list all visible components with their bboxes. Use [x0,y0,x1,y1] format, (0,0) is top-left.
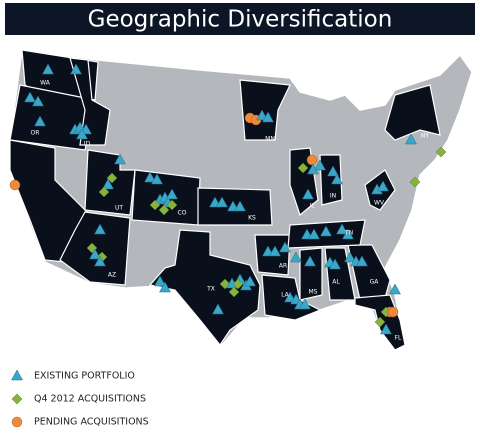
state-label: IN [330,193,336,200]
state-label: OR [31,130,40,137]
diamond-marker [232,278,244,290]
diamond-marker [297,162,309,174]
triangle-marker [151,173,163,185]
circle-marker [11,416,23,428]
triangle-marker [244,275,256,287]
title-bar [5,3,475,35]
legend-label: EXISTING PORTFOLIO [34,371,135,382]
state-label: CA [30,247,39,254]
triangle-marker [262,111,274,123]
triangle-marker [102,178,114,190]
diamond-marker [158,204,170,216]
diamond-marker [228,286,240,298]
state-label: GA [370,279,380,286]
state-label: LA [281,292,289,299]
triangle-marker [76,128,88,140]
triangle-marker [269,245,281,257]
states-highlighted [9,49,441,351]
state-shape [384,84,441,141]
triangle-marker [389,283,401,295]
triangle-marker [377,180,389,192]
state-label: MN [265,136,275,143]
triangle-marker [234,200,246,212]
diamond-marker [106,172,118,184]
triangle-marker [329,258,341,270]
triangle-marker [114,153,126,165]
state-label: TX [206,286,215,293]
legend-label: PENDING ACQUISITIONS [34,417,149,428]
triangle-marker [290,251,302,263]
diamond-marker [374,316,386,328]
triangle-marker [70,63,82,75]
diamond-marker [98,186,110,198]
state-shape [239,79,291,141]
markers [9,63,447,335]
state-label: MS [309,289,318,296]
triangle-marker [154,275,166,287]
circle-marker [387,306,399,318]
state-label: AZ [108,272,116,279]
state-shape [347,244,391,301]
title: Geographic Diversification [88,7,393,33]
triangle-marker [32,95,44,107]
triangle-marker [144,171,156,183]
triangle-marker [342,228,354,240]
triangle-marker [94,255,106,267]
circle-marker [306,154,318,166]
triangle-marker [327,165,339,177]
state-shape [148,229,261,347]
state-label: ID [84,141,91,148]
triangle-marker [356,255,368,267]
triangle-marker [308,228,320,240]
state-label: NY [421,133,429,140]
triangle-marker [212,303,224,315]
triangle-marker [320,225,332,237]
state-label: AL [332,279,340,286]
diamond-marker [11,393,23,405]
state-label: TN [344,230,353,237]
triangle-marker [302,188,314,200]
triangle-marker [336,223,348,235]
triangle-marker [11,369,23,381]
diamond-marker [409,176,421,188]
triangle-marker [380,323,392,335]
state-label: AR [279,263,287,270]
triangle-marker [314,159,326,171]
triangle-marker [216,196,228,208]
state-label: UT [115,205,123,212]
triangle-marker [279,241,291,253]
state-label: WA [40,80,51,87]
state-label: WV [374,200,385,207]
triangle-marker [159,281,171,293]
state-label: FL [395,335,402,342]
legend: EXISTING PORTFOLIO Q4 2012 ACQUISITIONS PE… [11,369,149,428]
state-label: KS [248,215,256,222]
state-label: CO [178,210,187,217]
triangle-marker [24,91,36,103]
state-shape [299,247,323,301]
triangle-marker [299,298,311,310]
state-shape [69,57,111,146]
legend-label: Q4 2012 ACQUISITIONS [34,394,146,405]
triangle-marker [331,173,343,185]
triangle-marker [344,251,356,263]
state-shape [319,154,343,206]
diamond-marker [166,199,178,211]
diamond-marker [435,146,447,158]
triangle-marker [34,115,46,127]
triangle-marker [42,63,54,75]
state-labels: WA OR ID CA UT AZ CO KS TX MN IL IN AR LA MS AL GA TN WV NY… [30,80,430,342]
triangle-marker [405,133,417,145]
triangle-marker [166,188,178,200]
state-label: IL [309,203,315,210]
diamond-marker [149,199,161,211]
circle-marker [9,179,21,191]
triangle-marker [94,223,106,235]
us-map [9,49,473,351]
triangle-marker [304,255,316,267]
